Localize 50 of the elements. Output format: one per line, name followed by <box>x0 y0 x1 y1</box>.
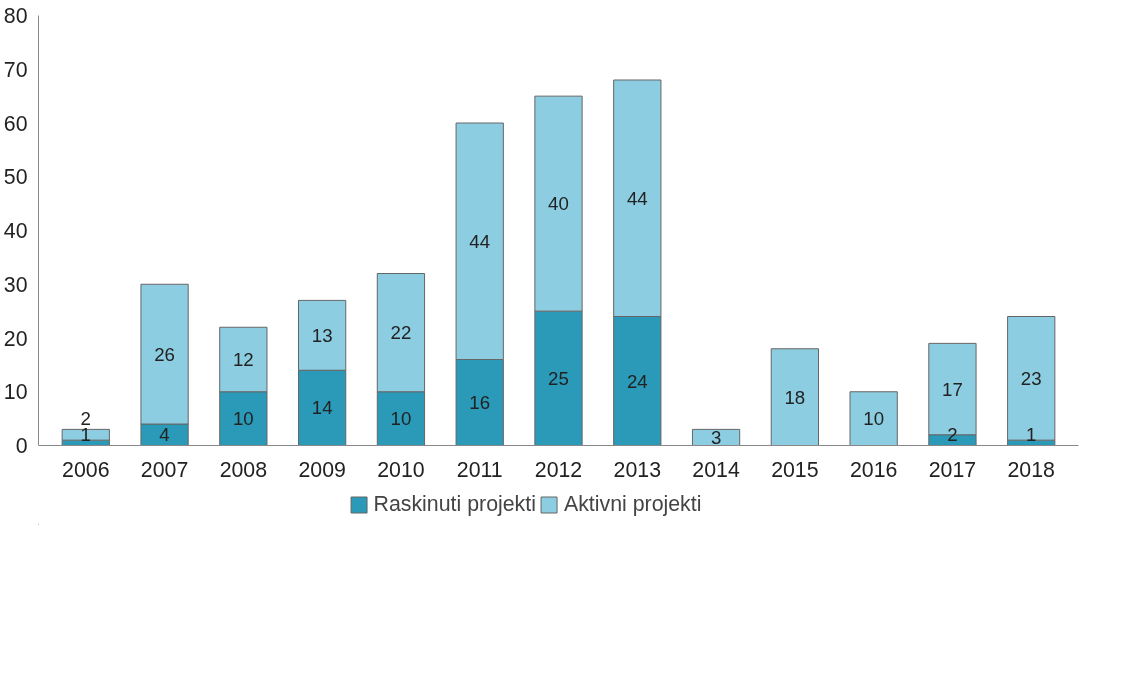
data-label: 1 <box>1026 424 1037 445</box>
y-tick-label: 50 <box>3 165 28 190</box>
y-tick-label: 60 <box>3 111 28 136</box>
x-tick-label: 2006 <box>62 457 110 482</box>
bar <box>770 348 819 446</box>
x-tick-label: 2014 <box>692 457 740 482</box>
y-tick-label: 30 <box>3 272 28 297</box>
bar <box>691 428 741 446</box>
data-label: 10 <box>390 408 412 430</box>
y-tick-label: 40 <box>3 219 28 243</box>
data-label: 12 <box>232 349 254 370</box>
y-tick-label: 0 <box>15 434 28 458</box>
data-label: 14 <box>311 397 333 419</box>
data-label: 18 <box>784 386 806 408</box>
data-label: 16 <box>469 392 491 413</box>
legend-label: Aktivni projekti <box>563 491 702 517</box>
data-label: 40 <box>548 193 569 215</box>
x-tick-label: 2010 <box>377 457 425 482</box>
data-label: 22 <box>390 322 412 344</box>
data-label: 10 <box>863 408 885 430</box>
bar <box>849 391 898 446</box>
x-tick-label: 2017 <box>928 457 977 482</box>
x-tick-label: 2011 <box>456 457 503 482</box>
x-tick-label: 2016 <box>849 457 898 482</box>
y-tick-label: 70 <box>3 57 28 82</box>
y-tick-label: 10 <box>3 380 28 405</box>
bar <box>1007 316 1056 441</box>
data-label: 17 <box>942 378 963 400</box>
data-label: 2 <box>947 424 958 445</box>
bar <box>61 428 110 441</box>
x-tick-label: 2007 <box>140 457 189 482</box>
x-tick-label: 2008 <box>219 457 268 482</box>
x-tick-label: 2012 <box>534 457 583 482</box>
data-label: 10 <box>232 408 254 430</box>
data-label: 26 <box>154 343 175 365</box>
data-label: 23 <box>1020 367 1042 389</box>
data-label: 44 <box>469 230 491 252</box>
data-label: 24 <box>626 370 648 392</box>
x-tick-label: 2015 <box>771 457 819 482</box>
legend-label: Raskinuti projekti <box>373 491 536 517</box>
y-tick-label: 20 <box>3 326 28 351</box>
data-label: 13 <box>311 324 333 346</box>
x-tick-label: 2013 <box>613 457 662 482</box>
y-tick-label: 80 <box>3 4 28 28</box>
x-tick-label: 2018 <box>1007 457 1055 482</box>
x-tick-label: 2009 <box>298 457 346 482</box>
data-label: 44 <box>626 187 648 209</box>
data-label: 25 <box>548 367 569 389</box>
data-label: 3 <box>710 426 722 448</box>
data-label: 4 <box>159 424 170 446</box>
